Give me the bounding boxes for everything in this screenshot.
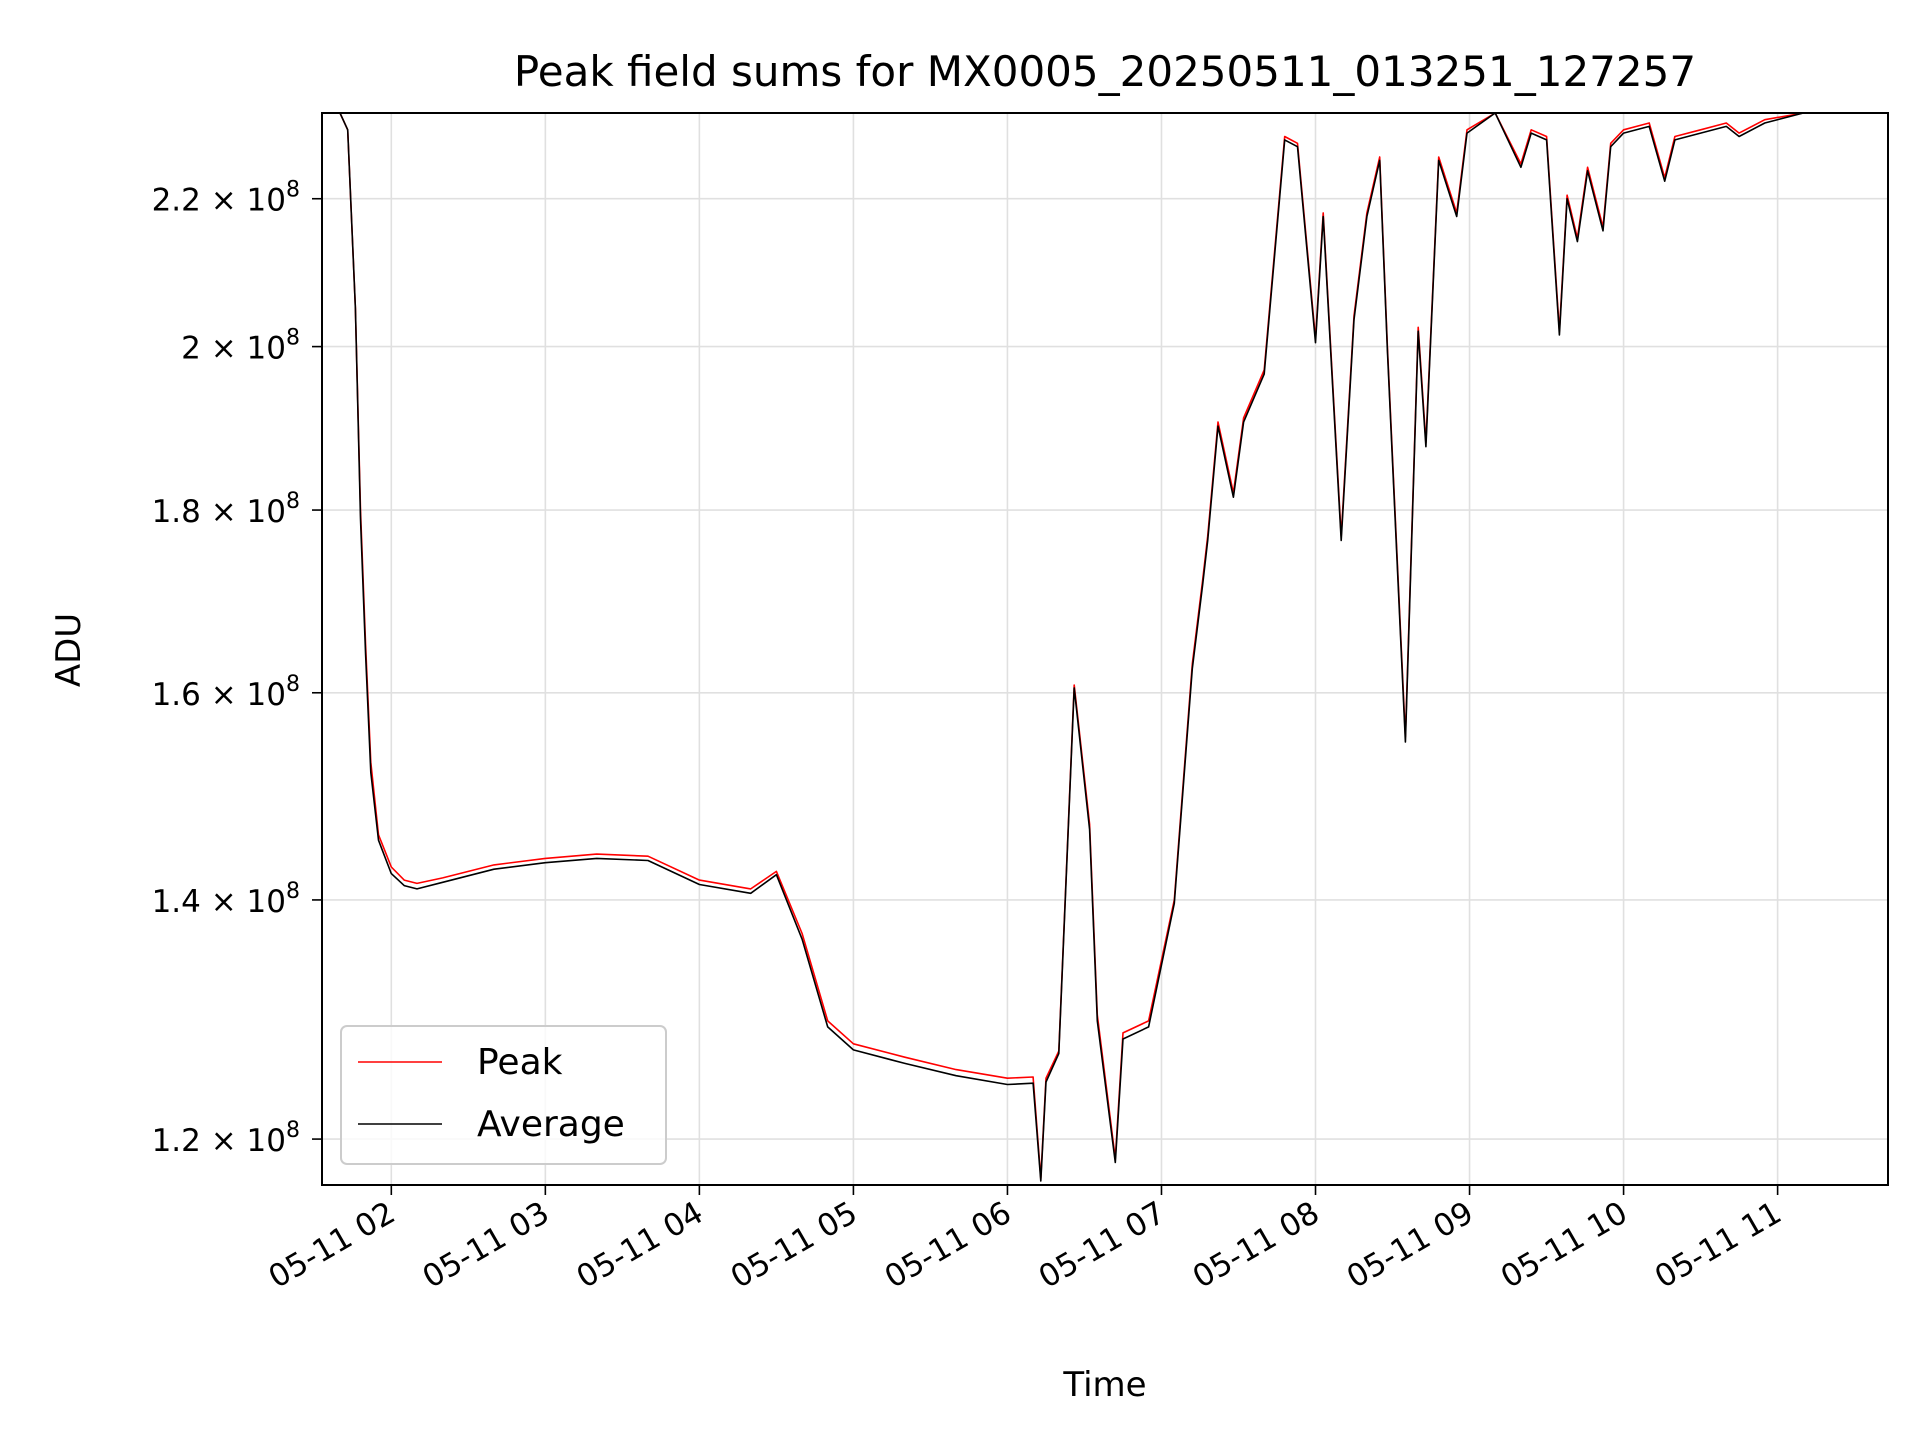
y-tick-label: 1.2 × 108 [152, 1118, 300, 1159]
y-tick-label: 2.2 × 108 [152, 178, 300, 219]
series-layer [322, 112, 1888, 1182]
y-tick-label: 1.8 × 108 [152, 489, 300, 530]
legend: Peak Average [340, 1025, 667, 1165]
y-tick-label: 2 × 108 [181, 326, 300, 367]
y-tick-label: 1.4 × 108 [152, 879, 300, 920]
y-axis-label: ADU [49, 613, 89, 687]
legend-box [340, 1025, 667, 1165]
legend-label-peak: Peak [477, 1042, 563, 1083]
x-axis-label: Time [1062, 1365, 1146, 1405]
grid-lines [322, 113, 1888, 1185]
y-tick-label: 1.6 × 108 [152, 672, 300, 713]
series-line-average [322, 112, 1888, 1182]
chart-title: Peak field sums for MX0005_20250511_0132… [514, 47, 1696, 96]
legend-label-average: Average [477, 1104, 625, 1145]
plot-frame [321, 112, 1889, 1186]
